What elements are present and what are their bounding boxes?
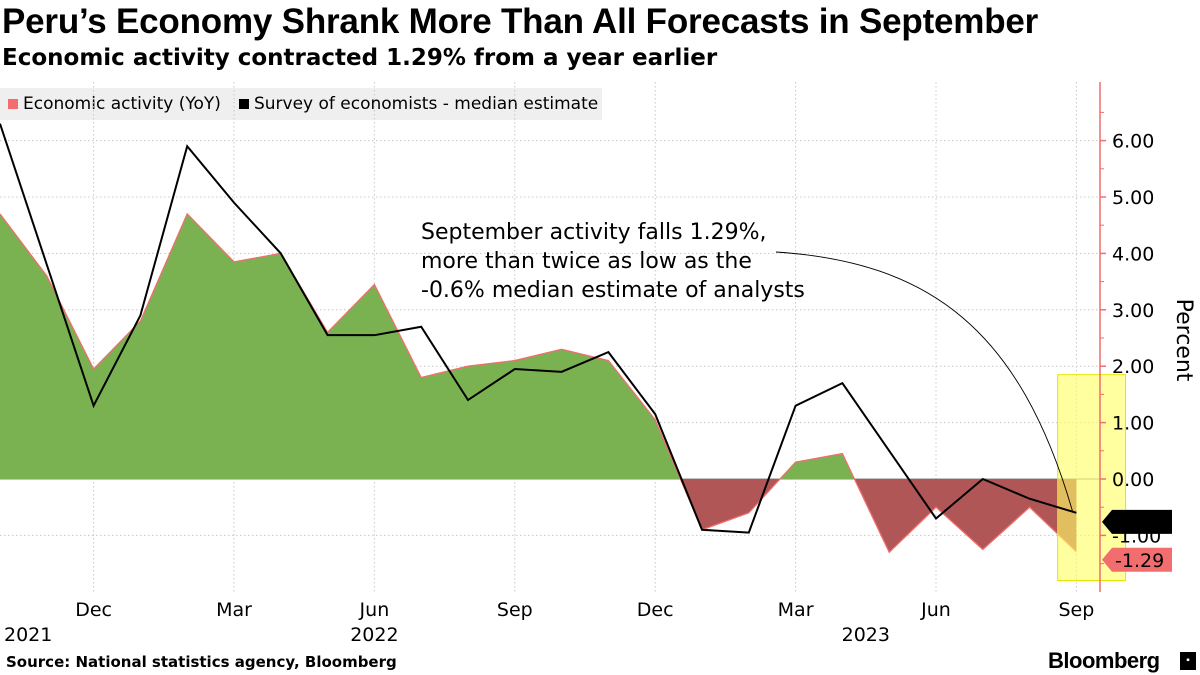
- y-tick-label: 0.00: [1112, 469, 1154, 491]
- end-value-label: -0.60: [1102, 509, 1172, 534]
- activity-edge-line: [0, 212, 1077, 554]
- chart-title: Peru’s Economy Shrank More Than All Fore…: [2, 2, 1039, 41]
- source-note: Source: National statistics agency, Bloo…: [6, 653, 397, 671]
- x-tick-label: Jun: [920, 599, 951, 621]
- end-value-label-text: -0.60: [1115, 512, 1164, 534]
- activity-area-positive: [780, 453, 855, 479]
- x-year-label: 2022: [350, 624, 398, 646]
- annotation-line: September activity falls 1.29%,: [421, 220, 766, 245]
- x-tick-label: Mar: [216, 599, 252, 621]
- annotation-line: more than twice as low as the: [421, 249, 752, 274]
- annotation: September activity falls 1.29%, more than…: [421, 220, 1073, 511]
- legend-label-survey-median: Survey of economists - median estimate: [253, 94, 599, 114]
- x-year-label: 2021: [4, 624, 52, 646]
- x-year-label: 2023: [842, 624, 890, 646]
- activity-area-negative: [854, 479, 1077, 553]
- y-tick-label: 5.00: [1112, 187, 1154, 209]
- end-value-label-text: -1.29: [1115, 550, 1164, 572]
- legend-item-economic-activity: Economic activity (YoY): [8, 94, 221, 114]
- end-value-label-bg: [1102, 547, 1172, 572]
- legend-swatch-economic-activity: [8, 99, 18, 109]
- highlight-box: [1057, 374, 1127, 582]
- axes: 6.005.004.003.002.001.000.00-1.00Percent…: [4, 82, 1196, 646]
- september-highlight: [1057, 374, 1127, 582]
- y-tick-label: 2.00: [1112, 356, 1154, 378]
- chart-subtitle: Economic activity contracted 1.29% from …: [2, 45, 718, 71]
- x-tick-label: Dec: [637, 599, 674, 621]
- legend: Economic activity (YoY) Survey of econom…: [0, 88, 602, 120]
- annotation-line: -0.6% median estimate of analysts: [421, 278, 805, 303]
- legend-item-survey-median: Survey of economists - median estimate: [238, 94, 599, 114]
- bloomberg-logo: Bloomberg: [1048, 648, 1160, 673]
- x-tick-label: Sep: [1058, 599, 1094, 621]
- x-tick-label: Dec: [75, 599, 112, 621]
- x-tick-label: Mar: [778, 599, 814, 621]
- end-value-label-bg: [1102, 509, 1172, 534]
- end-value-label: -1.29: [1102, 547, 1172, 572]
- legend-swatch-survey-median: [238, 99, 249, 109]
- activity-area: [0, 212, 1077, 554]
- annotation-leader-line: [775, 251, 1073, 511]
- y-tick-label: 1.00: [1112, 413, 1154, 435]
- survey-line: [0, 123, 1077, 534]
- activity-area-negative: [680, 479, 780, 530]
- y-tick-label: 4.00: [1112, 243, 1154, 265]
- activity-area-positive: [0, 213, 681, 480]
- bloomberg-mark-icon: ▪: [1180, 652, 1196, 670]
- x-tick-label: Jun: [359, 599, 390, 621]
- y-tick-label: 6.00: [1112, 131, 1154, 153]
- x-tick-label: Sep: [497, 599, 533, 621]
- survey-median-line: [0, 123, 1077, 534]
- y-axis-title: Percent: [1171, 299, 1196, 382]
- legend-label-economic-activity: Economic activity (YoY): [23, 94, 221, 114]
- y-tick-label: 3.00: [1112, 300, 1154, 322]
